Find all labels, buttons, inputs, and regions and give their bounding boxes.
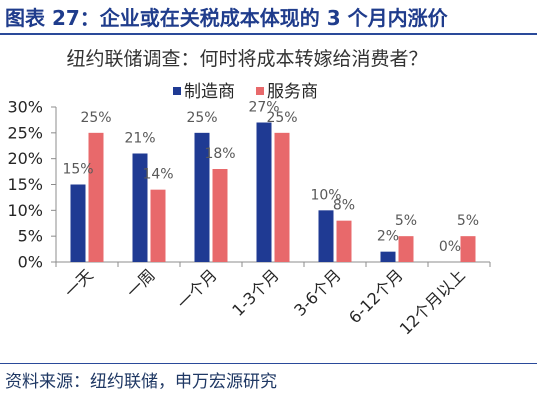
y-axis: 0% 5% 10% 15% 20% 25% 30% bbox=[7, 98, 57, 272]
bar-series-2-category-4 bbox=[274, 132, 290, 262]
y-tick-label: 20% bbox=[7, 149, 43, 168]
x-tick-label: 一个月 bbox=[173, 265, 220, 312]
data-label: 25% bbox=[266, 110, 297, 126]
x-tick-label: 3-6个月 bbox=[290, 265, 345, 320]
x-tick-label: 12个月以上 bbox=[396, 265, 469, 338]
legend-swatch bbox=[173, 87, 181, 95]
bar-series-1-category-5 bbox=[318, 210, 334, 262]
y-tick-label: 15% bbox=[7, 175, 43, 194]
data-label: 18% bbox=[204, 146, 235, 162]
bar-series-2-category-3 bbox=[212, 169, 228, 262]
data-label: 15% bbox=[62, 162, 93, 178]
x-tick-label: 6-12个月 bbox=[345, 265, 407, 327]
source-note: 资料来源：纽约联储，申万宏源研究 bbox=[5, 372, 277, 392]
source-divider bbox=[0, 363, 537, 364]
bar-series-2-category-6 bbox=[398, 236, 414, 262]
legend-swatch bbox=[256, 87, 264, 95]
bar-series-1-category-4 bbox=[256, 122, 272, 262]
legend-label: 制造商 bbox=[184, 82, 235, 102]
data-labels: 15%21%25%27%10%2%0%25%14%18%25%8%5% 5% bbox=[62, 100, 479, 256]
data-label: 0% bbox=[439, 239, 461, 255]
x-tick-label: 一天 bbox=[61, 265, 97, 301]
legend-label: 服务商 bbox=[267, 82, 318, 102]
bar-series-2-category-7 bbox=[460, 236, 476, 262]
data-label: 27% bbox=[248, 100, 279, 116]
data-label: 21% bbox=[124, 131, 155, 147]
bar-series-2-category-2 bbox=[150, 189, 166, 262]
bar-series-2-category-5 bbox=[336, 220, 352, 262]
data-label: 5% bbox=[395, 213, 417, 229]
caption-divider bbox=[0, 33, 537, 35]
figure-caption: 图表 27：企业或在关税成本体现的 3 个月内涨价 bbox=[5, 6, 448, 30]
y-tick-label: 30% bbox=[7, 98, 43, 117]
legend: 制造商 服务商 bbox=[173, 82, 318, 102]
y-tick-label: 5% bbox=[18, 227, 43, 246]
x-tick-label: 1-3个月 bbox=[228, 265, 283, 320]
bar-series-1-category-2 bbox=[132, 153, 148, 262]
data-label: 2% bbox=[377, 229, 399, 245]
data-label: 10% bbox=[310, 187, 341, 203]
legend-item: 制造商 bbox=[173, 82, 235, 102]
bars bbox=[70, 122, 476, 262]
data-label: 25% bbox=[80, 110, 111, 126]
y-tick-label: 10% bbox=[7, 201, 43, 220]
y-tick-label: 0% bbox=[18, 253, 43, 272]
bar-series-1-category-3 bbox=[194, 132, 210, 262]
data-label: 5% bbox=[457, 213, 479, 229]
data-label: 25% bbox=[186, 110, 217, 126]
x-tick-label: 一周 bbox=[123, 265, 159, 301]
bar-series-2-category-1 bbox=[88, 132, 104, 262]
data-label: 8% bbox=[333, 198, 355, 214]
data-label: 14% bbox=[142, 167, 173, 183]
chart-title: 纽约联储调查：何时将成本转嫁给消费者？ bbox=[66, 48, 427, 70]
legend-item: 服务商 bbox=[256, 82, 318, 102]
bar-series-1-category-1 bbox=[70, 184, 86, 262]
bar-series-1-category-6 bbox=[380, 251, 396, 262]
y-tick-label: 25% bbox=[7, 123, 43, 142]
